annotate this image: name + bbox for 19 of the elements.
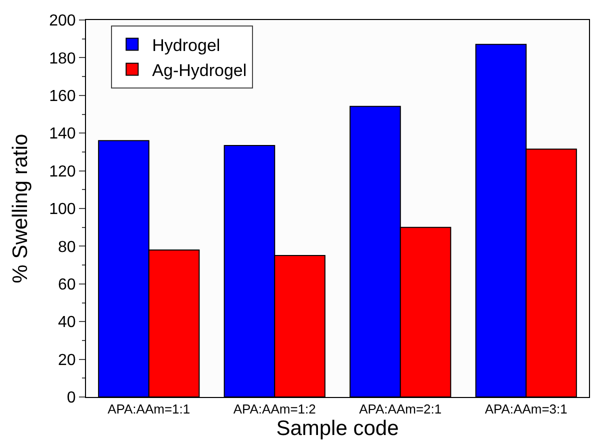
x-axis-title: Sample code [276, 416, 399, 440]
x-tick-label: APA:AAm=2:1 [359, 402, 442, 417]
legend-label: Ag-Hydrogel [152, 60, 247, 80]
x-tick-label: APA:AAm=1:1 [108, 402, 190, 417]
legend-label: Hydrogel [152, 36, 220, 55]
y-tick-label: 100 [49, 201, 76, 218]
y-tick-label: 180 [49, 50, 76, 68]
y-tick-label: 80 [58, 238, 76, 256]
y-tick-label: 60 [58, 276, 76, 294]
y-tick-label: 140 [49, 126, 76, 143]
x-tick-label: APA:AAm=1:2 [233, 402, 316, 417]
y-tick-label: 0 [66, 390, 76, 407]
y-axis-title: % Swelling ratio [9, 134, 32, 284]
y-tick-label: 160 [49, 88, 76, 105]
y-tick-label: 200 [49, 12, 76, 30]
x-tick-label: APA:AAm=3:1 [484, 402, 568, 417]
y-tick-label: 20 [58, 352, 76, 369]
y-tick-label: 40 [58, 314, 76, 332]
y-tick-label: 120 [49, 163, 76, 180]
